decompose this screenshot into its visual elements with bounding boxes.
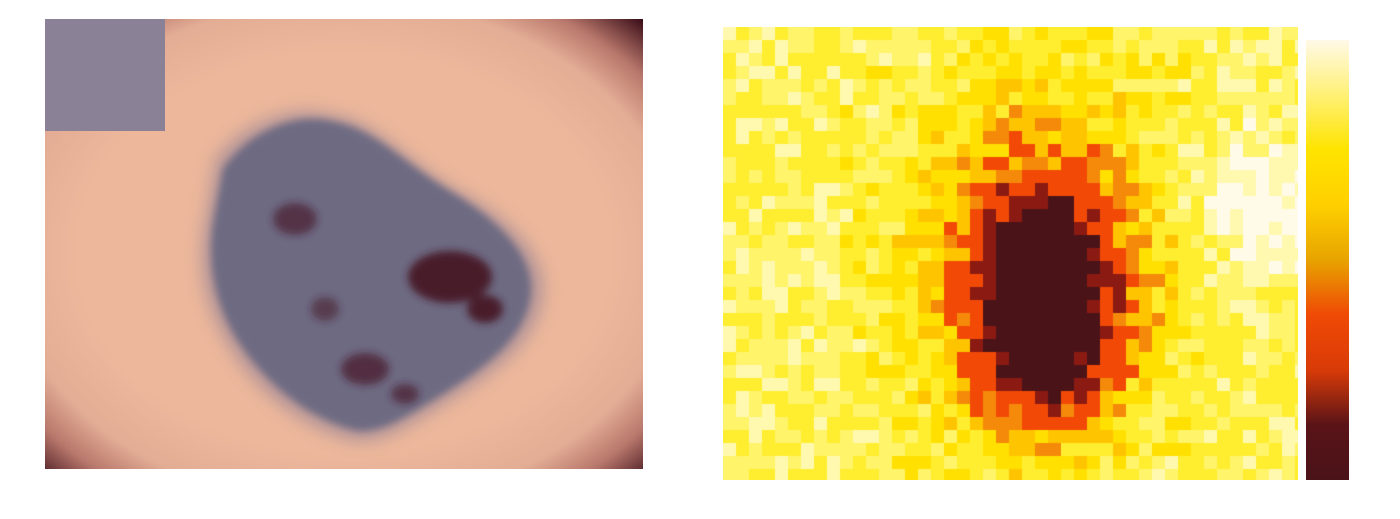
lesion-body <box>211 118 531 431</box>
dermoscopy-image <box>45 19 643 469</box>
heatmap-canvas <box>723 27 1298 480</box>
occlusion-patch <box>45 19 165 131</box>
lesion-dark-spots <box>273 203 503 404</box>
colorbar <box>1306 40 1349 480</box>
dermoscopy-image-svg <box>45 19 643 469</box>
colorbar-canvas <box>1306 40 1349 480</box>
attention-heatmap <box>723 27 1298 480</box>
